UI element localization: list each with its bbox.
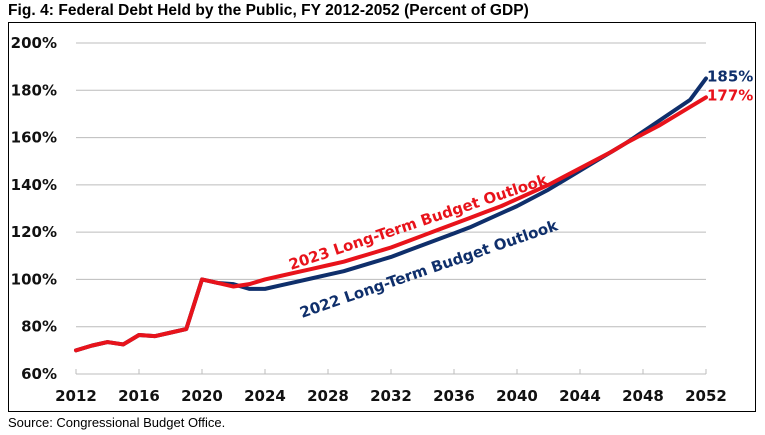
chart-frame xyxy=(8,22,756,412)
y-tick-label: 180% xyxy=(11,81,57,99)
x-tick-label: 2044 xyxy=(559,387,601,405)
x-tick-label: 2036 xyxy=(433,387,475,405)
y-tick-label: 200% xyxy=(11,34,57,52)
y-tick-label: 120% xyxy=(11,223,57,241)
end-value-label-2023: 177% xyxy=(707,86,753,104)
series-line-2023 xyxy=(74,95,708,353)
x-tick-label: 2016 xyxy=(118,387,160,405)
series-lines xyxy=(74,76,708,353)
x-tick-label: 2032 xyxy=(370,387,412,405)
source-note: Source: Congressional Budget Office. xyxy=(8,415,226,430)
y-tick-label: 100% xyxy=(11,270,57,288)
x-tick-label: 2012 xyxy=(55,387,97,405)
x-tick-label: 2048 xyxy=(622,387,664,405)
x-tick-label: 2024 xyxy=(244,387,286,405)
x-tick-label: 2040 xyxy=(496,387,538,405)
series-label-2023: 2023 Long-Term Budget Outlook xyxy=(287,170,551,274)
x-tick-label: 2052 xyxy=(685,387,727,405)
x-tick-label: 2028 xyxy=(307,387,349,405)
x-tick-label: 2020 xyxy=(181,387,223,405)
x-axis: 2012 2016 2020 2024 2028 2032 2036 2040 2044 2048… xyxy=(55,369,727,405)
series-line-2022 xyxy=(74,76,708,353)
gridlines xyxy=(76,42,706,328)
end-value-label-2022: 185% xyxy=(707,67,753,85)
y-tick-label: 80% xyxy=(21,318,57,336)
chart-title: Fig. 4: Federal Debt Held by the Public,… xyxy=(8,2,529,19)
y-tick-label: 140% xyxy=(11,176,57,194)
y-axis: 60% 80% 100% 120% 140% 160% 180% 200% xyxy=(11,34,57,383)
y-tick-label: 160% xyxy=(11,129,57,147)
y-tick-label: 60% xyxy=(21,365,57,383)
